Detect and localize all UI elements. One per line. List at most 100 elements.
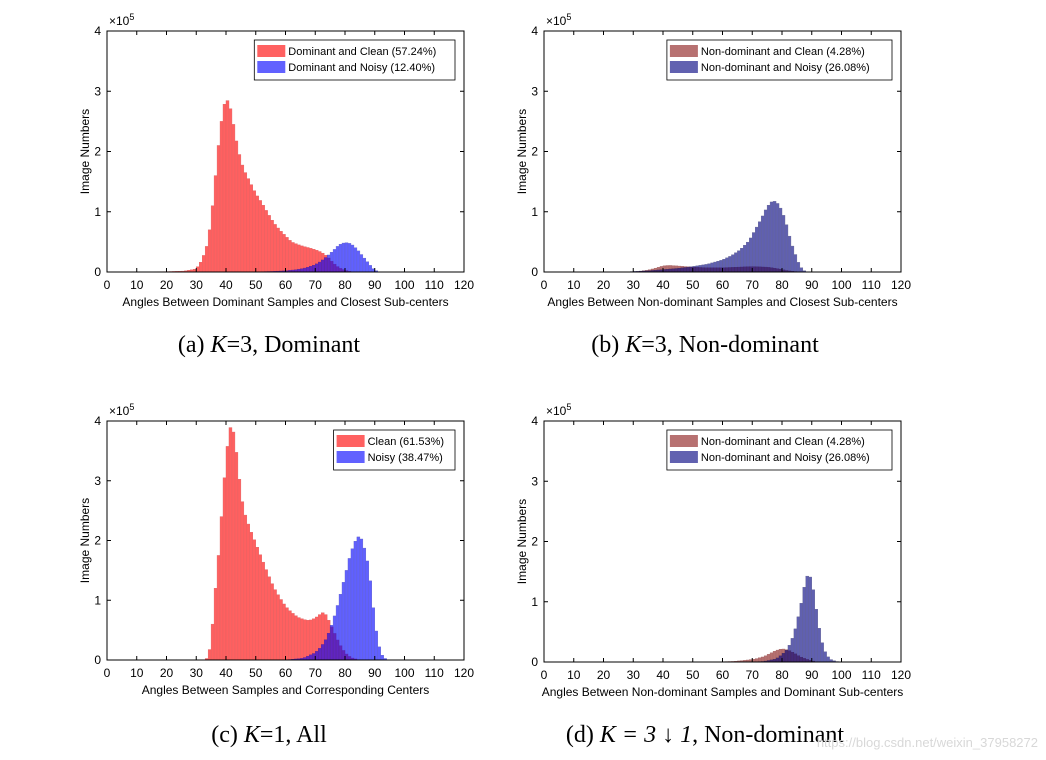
- bar: [359, 254, 364, 273]
- x-tick-label: 100: [831, 668, 851, 682]
- bar: [240, 164, 245, 273]
- bar: [758, 657, 762, 663]
- bar: [219, 516, 224, 661]
- bar: [347, 243, 352, 273]
- bar: [686, 266, 690, 273]
- legend-swatch: [336, 451, 365, 463]
- bar: [374, 630, 378, 661]
- bar: [368, 265, 372, 273]
- legend: Dominant and Clean (57.24%) Dominant and …: [253, 39, 456, 81]
- bar: [303, 619, 307, 661]
- bar: [353, 541, 358, 661]
- bar: [222, 477, 227, 661]
- y-tick-label: 0: [531, 265, 538, 279]
- bar: [318, 648, 322, 661]
- bar: [769, 201, 774, 273]
- panel-caption: (a) K=3, Dominant: [178, 332, 361, 358]
- bar: [267, 215, 271, 273]
- y-tick-label: 4: [531, 24, 538, 38]
- x-tick-label: 110: [425, 666, 444, 680]
- bar: [710, 262, 714, 273]
- x-tick-label: 70: [309, 666, 323, 680]
- x-tick-label: 60: [716, 278, 730, 292]
- bar: [270, 583, 274, 661]
- y-tick-label: 1: [94, 593, 101, 607]
- bar: [249, 532, 253, 661]
- caption-formula: K: [624, 332, 643, 358]
- x-tick-label: 50: [686, 278, 700, 292]
- legend-swatch: [669, 61, 698, 73]
- x-tick-label: 0: [104, 666, 111, 680]
- bar: [811, 589, 815, 663]
- x-tick-label: 70: [309, 278, 323, 292]
- bar: [261, 205, 265, 273]
- bar: [294, 243, 298, 273]
- bar: [335, 605, 340, 661]
- bar: [778, 207, 783, 273]
- bar: [362, 547, 367, 661]
- bar: [350, 548, 355, 661]
- legend-box: [333, 429, 456, 471]
- panel-c: 0 10 20 30 40 50 60 70 80 90 100 110 120 0 1 2 3 4 ×105 Ang…: [78, 402, 474, 748]
- legend-entry: Dominant and Clean (57.24%): [288, 46, 436, 58]
- legend-entry: Clean (61.53%): [368, 436, 444, 448]
- bar: [329, 624, 334, 661]
- x-tick-label: 10: [567, 278, 581, 292]
- bar: [341, 242, 346, 273]
- x-tick-label: 40: [219, 666, 233, 680]
- series-2: [752, 575, 842, 663]
- y-tick-label: 2: [94, 534, 101, 548]
- bar: [258, 200, 262, 273]
- bar: [740, 248, 744, 273]
- bar: [350, 244, 355, 273]
- x-tick-label: 90: [368, 666, 382, 680]
- bar: [258, 554, 262, 661]
- bar: [344, 242, 349, 273]
- legend-entry: Noisy (38.47%): [368, 452, 443, 464]
- y-exponent-label: ×105: [546, 12, 571, 28]
- legend-swatch: [669, 45, 698, 57]
- bar: [802, 587, 807, 663]
- y-tick-label: 4: [531, 414, 538, 428]
- bar: [255, 547, 259, 661]
- bar: [731, 254, 735, 273]
- y-tick-label: 2: [531, 535, 538, 549]
- bar: [817, 628, 821, 663]
- y-exponent-label: ×105: [109, 12, 134, 28]
- x-tick-label: 90: [805, 668, 819, 682]
- x-tick-label: 20: [160, 666, 174, 680]
- bar: [249, 184, 253, 273]
- bar: [279, 231, 283, 273]
- bar: [288, 240, 292, 273]
- bar: [279, 599, 283, 661]
- bar: [760, 215, 765, 273]
- bar: [321, 644, 325, 661]
- bar: [787, 645, 792, 663]
- x-tick-label: 50: [249, 278, 263, 292]
- bar: [306, 620, 310, 661]
- bar: [713, 261, 717, 273]
- legend-entry: Non-dominant and Clean (4.28%): [701, 46, 865, 58]
- caption-text: =3, Dominant: [227, 332, 361, 358]
- x-tick-label: 70: [746, 278, 760, 292]
- y-exponent-power: 5: [566, 402, 571, 412]
- bar: [362, 257, 367, 273]
- bar: [300, 245, 304, 273]
- x-tick-label: 30: [627, 668, 641, 682]
- x-tick-label: 30: [190, 278, 204, 292]
- y-tick-label: 0: [531, 655, 538, 669]
- bar: [231, 431, 236, 661]
- bar: [297, 617, 301, 661]
- y-tick-label: 1: [531, 205, 538, 219]
- legend-entry: Non-dominant and Noisy (26.08%): [701, 62, 870, 74]
- bar: [799, 267, 804, 273]
- bar: [234, 140, 239, 273]
- y-tick-label: 2: [94, 145, 101, 159]
- y-tick-label: 4: [94, 414, 101, 428]
- bar: [716, 261, 720, 273]
- bar: [341, 582, 346, 661]
- y-axis-label: Image Numbers: [515, 499, 529, 584]
- x-tick-label: 120: [454, 666, 474, 680]
- bar: [276, 594, 280, 661]
- bar: [216, 145, 221, 273]
